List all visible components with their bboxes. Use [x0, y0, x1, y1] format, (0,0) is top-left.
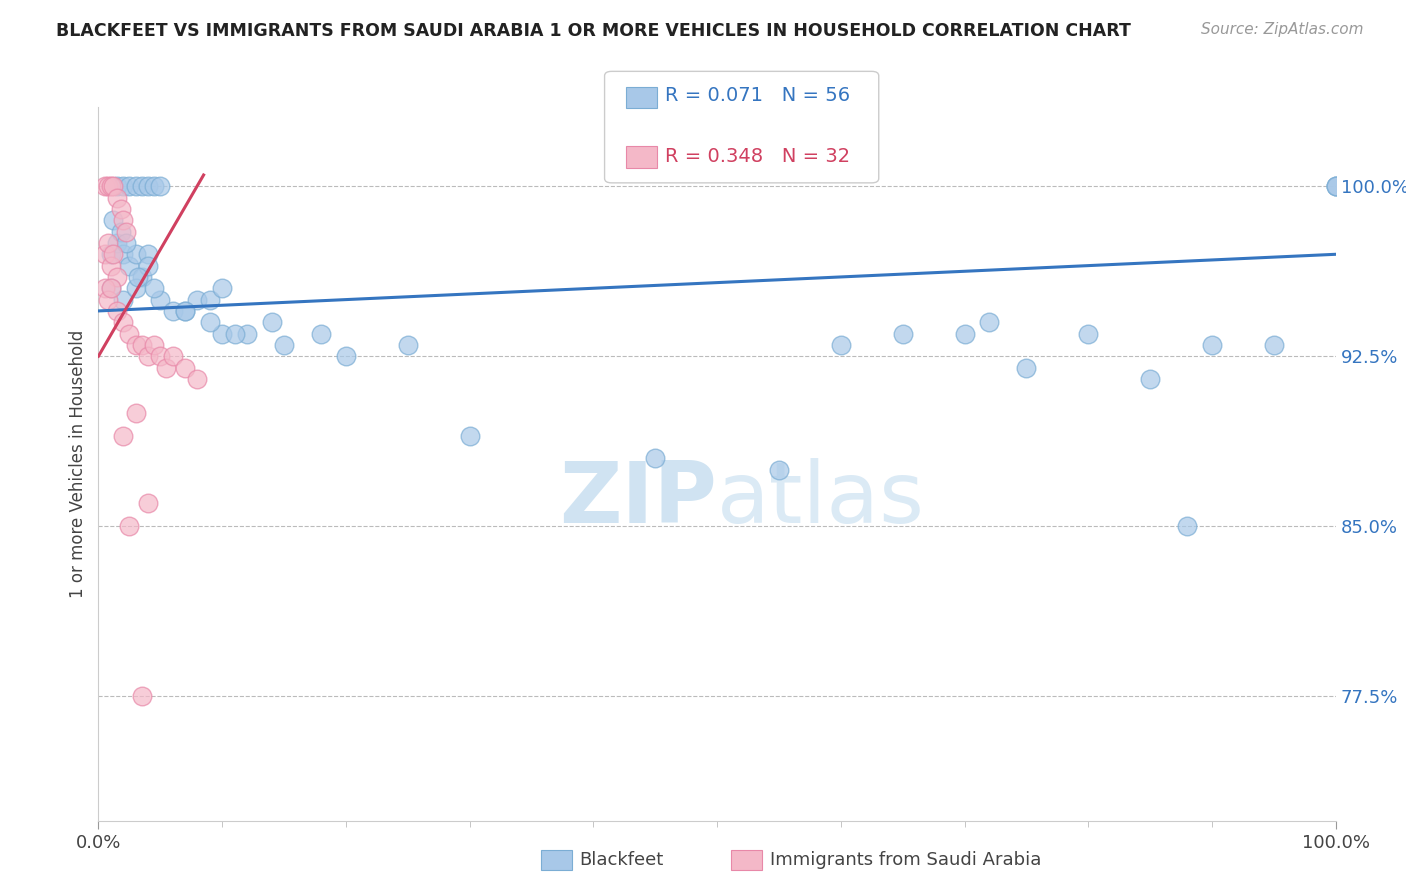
- Point: [105, 191, 128, 205]
- Y-axis label: 1 or more Vehicles in Household: 1 or more Vehicles in Household: [69, 330, 87, 598]
- Text: R = 0.071   N = 56: R = 0.071 N = 56: [665, 86, 851, 105]
- Point: [131, 269, 153, 284]
- Point: [112, 315, 135, 329]
- Point: [124, 281, 146, 295]
- Point: [100, 247, 122, 261]
- Point: [127, 269, 149, 284]
- Point: [97, 293, 120, 307]
- Point: [149, 293, 172, 307]
- Point: [953, 326, 976, 341]
- Text: Immigrants from Saudi Arabia: Immigrants from Saudi Arabia: [770, 851, 1042, 869]
- Point: [136, 259, 159, 273]
- Point: [103, 247, 125, 261]
- Text: Blackfeet: Blackfeet: [579, 851, 664, 869]
- Point: [768, 462, 790, 476]
- Point: [100, 179, 122, 194]
- Point: [273, 338, 295, 352]
- Text: ZIP: ZIP: [560, 458, 717, 541]
- Point: [143, 338, 166, 352]
- Point: [105, 235, 128, 250]
- Point: [114, 225, 136, 239]
- Point: [979, 315, 1001, 329]
- Text: BLACKFEET VS IMMIGRANTS FROM SAUDI ARABIA 1 OR MORE VEHICLES IN HOUSEHOLD CORREL: BLACKFEET VS IMMIGRANTS FROM SAUDI ARABI…: [56, 22, 1130, 40]
- Point: [124, 247, 146, 261]
- Point: [149, 349, 172, 363]
- Point: [162, 349, 184, 363]
- Point: [118, 259, 141, 273]
- Point: [143, 281, 166, 295]
- Point: [174, 304, 197, 318]
- Point: [186, 372, 208, 386]
- Point: [97, 179, 120, 194]
- Point: [131, 179, 153, 194]
- Point: [1324, 179, 1347, 194]
- Point: [103, 179, 125, 194]
- Point: [162, 304, 184, 318]
- Point: [1324, 179, 1347, 194]
- Point: [198, 293, 221, 307]
- Point: [211, 281, 233, 295]
- Point: [309, 326, 332, 341]
- Point: [124, 338, 146, 352]
- Point: [93, 179, 115, 194]
- Point: [830, 338, 852, 352]
- Point: [396, 338, 419, 352]
- Point: [1263, 338, 1285, 352]
- Point: [224, 326, 246, 341]
- Point: [124, 406, 146, 420]
- Point: [1077, 326, 1099, 341]
- Point: [112, 213, 135, 227]
- Point: [118, 179, 141, 194]
- Point: [105, 304, 128, 318]
- Point: [93, 281, 115, 295]
- Point: [100, 259, 122, 273]
- Point: [1201, 338, 1223, 352]
- Point: [335, 349, 357, 363]
- Point: [131, 689, 153, 703]
- Point: [136, 247, 159, 261]
- Text: atlas: atlas: [717, 458, 925, 541]
- Point: [149, 179, 172, 194]
- Point: [174, 360, 197, 375]
- Point: [1015, 360, 1038, 375]
- Text: R = 0.348   N = 32: R = 0.348 N = 32: [665, 146, 851, 166]
- Point: [131, 338, 153, 352]
- Point: [236, 326, 259, 341]
- Point: [186, 293, 208, 307]
- Point: [103, 213, 125, 227]
- Point: [458, 428, 481, 442]
- Point: [100, 281, 122, 295]
- Point: [114, 235, 136, 250]
- Point: [112, 293, 135, 307]
- Point: [124, 179, 146, 194]
- Text: Source: ZipAtlas.com: Source: ZipAtlas.com: [1201, 22, 1364, 37]
- Point: [118, 326, 141, 341]
- Point: [105, 179, 128, 194]
- Point: [644, 451, 666, 466]
- Point: [105, 269, 128, 284]
- Point: [1175, 519, 1198, 533]
- Point: [211, 326, 233, 341]
- Point: [136, 179, 159, 194]
- Point: [198, 315, 221, 329]
- Point: [260, 315, 283, 329]
- Point: [136, 496, 159, 510]
- Point: [97, 235, 120, 250]
- Point: [93, 247, 115, 261]
- Point: [1324, 179, 1347, 194]
- Point: [110, 202, 132, 216]
- Point: [100, 281, 122, 295]
- Point: [143, 179, 166, 194]
- Point: [174, 304, 197, 318]
- Point: [112, 428, 135, 442]
- Point: [136, 349, 159, 363]
- Point: [891, 326, 914, 341]
- Point: [155, 360, 177, 375]
- Point: [112, 247, 135, 261]
- Point: [1139, 372, 1161, 386]
- Point: [118, 519, 141, 533]
- Point: [110, 225, 132, 239]
- Point: [112, 179, 135, 194]
